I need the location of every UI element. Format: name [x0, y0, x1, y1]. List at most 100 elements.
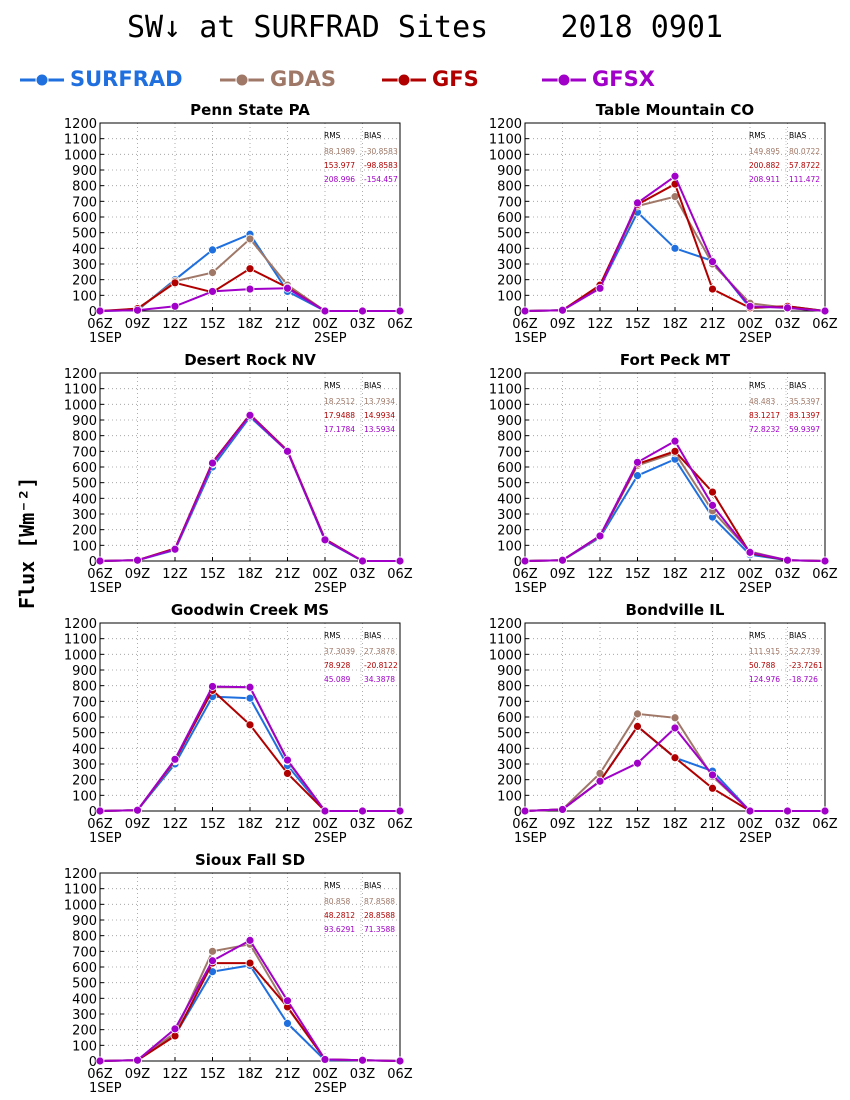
data-point: [633, 758, 642, 768]
y-tick-label: 1200: [64, 617, 97, 632]
y-tick-label: 500: [72, 477, 97, 492]
data-point: [358, 1055, 367, 1065]
stats-rms: 18.2512: [324, 397, 355, 406]
series-line: [99, 688, 400, 812]
stats-bias: -98.8583: [364, 161, 398, 170]
y-tick-label: 300: [72, 758, 97, 773]
chart-title: Sioux Fall SD: [195, 851, 305, 869]
x-tick-label: 06Z: [387, 1067, 413, 1082]
y-tick-label: 700: [497, 195, 522, 210]
y-tick-label: 1200: [64, 117, 97, 132]
data-point: [595, 283, 605, 293]
stats-rms: 78.928: [324, 661, 350, 670]
series-line: [524, 726, 825, 812]
data-point: [670, 446, 680, 456]
y-tick-label: 900: [497, 414, 522, 429]
stats-bias: 13.5934: [364, 425, 395, 434]
data-point: [708, 257, 717, 267]
data-point: [358, 306, 367, 316]
y-tick-label: 600: [72, 211, 97, 226]
y-tick-label: 300: [72, 508, 97, 523]
data-point: [670, 171, 680, 181]
data-point: [633, 198, 642, 208]
series-gdas: [520, 448, 830, 566]
data-point: [633, 709, 642, 719]
data-point: [95, 306, 105, 316]
data-point: [170, 301, 180, 311]
legend-marker-icon: [220, 73, 264, 87]
stats-bias: 35.5397: [789, 397, 820, 406]
data-point: [670, 713, 680, 723]
series-gfsx: [520, 723, 830, 816]
data-point: [558, 305, 567, 315]
y-tick-label: 300: [72, 258, 97, 273]
data-point: [283, 996, 292, 1006]
series-gfsx: [95, 682, 405, 816]
x-tick-label: 18Z: [662, 317, 688, 332]
data-point: [670, 436, 680, 446]
series-line: [99, 686, 400, 812]
stats-bias: 83.1397: [789, 411, 820, 420]
x-tick-label: 06Z: [812, 317, 838, 332]
data-point: [245, 284, 255, 294]
chart-title: Table Mountain CO: [596, 101, 754, 119]
data-point: [395, 306, 405, 316]
data-point: [283, 283, 292, 293]
y-tick-label: 300: [72, 1008, 97, 1023]
y-tick-label: 0: [89, 305, 97, 320]
legend-label: SURFRAD: [70, 67, 183, 91]
data-point: [633, 471, 642, 481]
y-tick-label: 1100: [64, 633, 97, 648]
date-label: 1SEP: [514, 581, 547, 596]
stats-rms: 72.8232: [749, 425, 780, 434]
data-point: [708, 500, 717, 510]
data-point: [133, 555, 142, 565]
data-point: [783, 806, 792, 816]
y-tick-label: 1000: [64, 898, 97, 913]
y-tick-label: 1100: [489, 633, 522, 648]
stats-header: RMS: [324, 131, 341, 140]
y-tick-label: 500: [497, 227, 522, 242]
x-tick-label: 15Z: [625, 317, 651, 332]
data-point: [133, 805, 142, 815]
legend-marker-icon: [382, 73, 426, 87]
stats-bias: -154.457: [364, 175, 398, 184]
x-tick-label: 21Z: [275, 317, 301, 332]
y-tick-label: 700: [497, 695, 522, 710]
x-tick-label: 03Z: [350, 567, 376, 582]
data-point: [320, 1055, 330, 1064]
y-tick-label: 900: [497, 164, 522, 179]
data-point: [95, 556, 105, 566]
series-surfrad: [520, 207, 830, 316]
x-tick-label: 06Z: [87, 317, 113, 332]
x-tick-label: 09Z: [550, 567, 576, 582]
y-tick-label: 200: [72, 524, 97, 539]
x-tick-label: 12Z: [587, 317, 613, 332]
x-tick-label: 15Z: [625, 567, 651, 582]
chart-desert-rock-nv: Desert Rock NV 01002003004005006007008009…: [64, 351, 413, 596]
stats-rms: 88.1989: [324, 147, 355, 156]
chart-title: Penn State PA: [190, 101, 310, 119]
data-point: [520, 806, 530, 816]
x-tick-label: 09Z: [125, 817, 151, 832]
stats-bias: -30.8583: [364, 147, 398, 156]
data-point: [520, 556, 530, 566]
stats-rms: 48.2812: [324, 911, 355, 920]
data-point: [320, 306, 330, 316]
date-label: 2SEP: [314, 1081, 347, 1096]
stats-header: BIAS: [789, 131, 806, 140]
y-tick-label: 300: [497, 758, 522, 773]
date-label: 1SEP: [89, 331, 122, 346]
data-point: [358, 806, 367, 816]
y-tick-label: 0: [89, 1055, 97, 1070]
x-tick-label: 12Z: [162, 567, 188, 582]
chart-penn-state-pa: Penn State PA 010020030040050060070080090…: [64, 101, 413, 346]
data-point: [245, 234, 255, 244]
y-tick-label: 1200: [64, 367, 97, 382]
data-point: [320, 806, 330, 816]
legend-label: GFS: [432, 67, 479, 91]
stats-header: RMS: [324, 631, 341, 640]
y-tick-label: 900: [72, 164, 97, 179]
x-tick-label: 00Z: [312, 817, 338, 832]
y-tick-label: 0: [514, 805, 522, 820]
